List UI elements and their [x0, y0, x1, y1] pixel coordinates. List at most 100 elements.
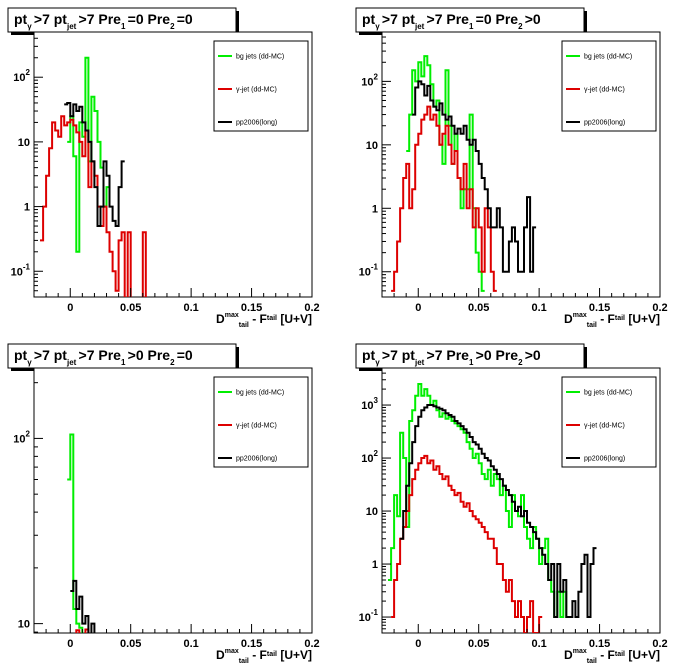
legend-label: γ-jet (dd-MC) [236, 87, 277, 94]
legend-label: γ-jet (dd-MC) [236, 423, 277, 430]
title-part: 1 [469, 358, 476, 367]
series-line-1 [406, 55, 485, 292]
y-tick-label: 10 [18, 619, 30, 631]
x-axis-label-part: - F [249, 648, 267, 662]
title-part: jet [66, 358, 79, 367]
x-axis-label-part: - F [597, 312, 615, 326]
x-tick-label: 0.1 [183, 638, 198, 650]
y-tick-label: 10 [366, 140, 378, 152]
title-part: >7 pt [34, 347, 67, 363]
title-part: >7 Pre [427, 11, 470, 27]
title-part: 2 [170, 358, 177, 367]
y-tick-label: 10 [366, 506, 378, 518]
y-tick-label: 102 [361, 72, 378, 88]
title-part: =0 Pre [476, 11, 519, 27]
title-box [355, 7, 585, 33]
legend-label: bg jets (dd-MC) [584, 54, 632, 61]
title-part: >0 [525, 11, 541, 27]
series-line-3 [64, 102, 125, 227]
x-axis-label-part: tail [267, 651, 277, 658]
x-axis-label-part: D [564, 312, 573, 326]
x-tick-label: 0 [67, 638, 73, 650]
x-axis-label-part: max [573, 648, 587, 655]
title-part: >7 pt [382, 347, 415, 363]
title-part: >7 Pre [79, 11, 122, 27]
title-part: =0 [177, 11, 193, 27]
legend-label: pp2006(long) [584, 456, 625, 463]
chart-title: ptγ >7 ptjet >7 Pre1 =0 Pre2 >0 [362, 11, 541, 31]
x-axis-label-part: tail [587, 658, 597, 665]
title-part: pt [362, 11, 376, 27]
x-axis-label-part: max [225, 312, 239, 319]
x-tick-label: 0 [415, 638, 421, 650]
title-part: >0 Pre [128, 347, 171, 363]
x-axis-label-part: [U+V] [277, 312, 312, 326]
x-tick-label: 0.1 [531, 638, 546, 650]
y-tick-label: 10-1 [359, 608, 379, 624]
title-part: >7 Pre [427, 347, 470, 363]
x-axis-label-part: D [216, 648, 225, 662]
chart-panel-1: ptγ >7 ptjet >7 Pre1 =0 Pre2 =0 0 0.05 0.1 0… [0, 0, 348, 336]
y-tick-label: 1 [372, 203, 378, 215]
chart-title: ptγ >7 ptjet >7 Pre1 >0 Pre2 =0 [14, 347, 193, 367]
x-tick-label: 0.1 [183, 302, 198, 314]
x-tick-label: 0 [415, 302, 421, 314]
title-part: 2 [518, 22, 525, 31]
legend-label: pp2006(long) [584, 120, 625, 127]
chart-svg: ptγ >7 ptjet >7 Pre1 =0 Pre2 =00 0.05 0.1 0… [7, 7, 320, 329]
chart-svg: ptγ >7 ptjet >7 Pre1 =0 Pre2 >00 0.05 0.1 0… [355, 7, 668, 329]
x-axis-label-part: max [225, 648, 239, 655]
legend-label: γ-jet (dd-MC) [584, 423, 625, 430]
title-box-shadow [236, 11, 239, 35]
x-tick-label: 0.05 [120, 638, 141, 650]
title-part: γ [375, 358, 382, 367]
x-axis-label-part: - F [249, 312, 267, 326]
x-tick-label: 0.2 [304, 302, 319, 314]
title-part: >7 pt [34, 11, 67, 27]
x-axis-label: Dmaxtail - Ftail [U+V] [564, 648, 660, 665]
chart-panel-2: ptγ >7 ptjet >7 Pre1 =0 Pre2 >0 0 0.05 0.1 0… [348, 0, 696, 336]
x-tick-label: 0.05 [468, 638, 489, 650]
x-axis-label: Dmaxtail - Ftail [U+V] [216, 648, 312, 665]
x-tick-label: 0.2 [652, 302, 667, 314]
title-box [7, 343, 237, 369]
title-part: =0 Pre [128, 11, 171, 27]
y-tick-label: 1 [372, 559, 378, 571]
chart-title: ptγ >7 ptjet >7 Pre1 =0 Pre2 =0 [14, 11, 193, 31]
y-tick-label: 102 [361, 449, 378, 465]
x-axis-label-part: tail [267, 315, 277, 322]
title-part: 1 [121, 358, 128, 367]
y-tick-label: 10 [18, 137, 30, 149]
title-box-shadow [584, 347, 587, 371]
y-tick-label: 102 [13, 429, 30, 445]
title-part: >0 [525, 347, 541, 363]
y-tick-label: 10-1 [11, 262, 31, 278]
x-tick-label: 0.2 [652, 638, 667, 650]
x-tick-label: 0.15 [589, 638, 610, 650]
x-axis-label: Dmaxtail - Ftail [U+V] [216, 312, 312, 329]
chart-panel-3: ptγ >7 ptjet >7 Pre1 >0 Pre2 =0 0 0.05 0.1 0… [0, 336, 348, 672]
title-part: jet [414, 22, 427, 31]
series-line-3 [412, 80, 537, 273]
title-part: >7 pt [382, 11, 415, 27]
title-part: =0 [177, 347, 193, 363]
x-tick-label: 0.15 [589, 302, 610, 314]
x-axis-label-part: tail [239, 658, 249, 665]
title-part: 1 [469, 22, 476, 31]
x-tick-label: 0.2 [304, 638, 319, 650]
x-tick-label: 0.05 [468, 302, 489, 314]
x-tick-label: 0.1 [531, 302, 546, 314]
x-axis-label: Dmaxtail - Ftail [U+V] [564, 312, 660, 329]
title-part: pt [362, 347, 376, 363]
x-axis-label-part: D [216, 312, 225, 326]
x-tick-label: 0.05 [120, 302, 141, 314]
title-part: pt [14, 347, 28, 363]
legend-label: bg jets (dd-MC) [584, 390, 632, 397]
x-axis-label-part: tail [239, 322, 249, 329]
series-line-3 [400, 404, 597, 618]
title-part: 1 [121, 22, 128, 31]
chart-svg: ptγ >7 ptjet >7 Pre1 >0 Pre2 =0 0 0.05 0.1 0… [7, 343, 320, 665]
title-part: γ [27, 22, 34, 31]
legend-label: bg jets (dd-MC) [236, 390, 284, 397]
title-part: >7 Pre [79, 347, 122, 363]
